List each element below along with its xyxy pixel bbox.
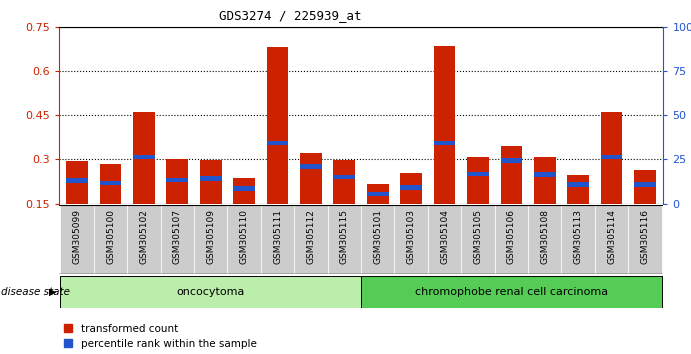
- Bar: [234, 187, 255, 191]
- Text: GSM305116: GSM305116: [641, 209, 650, 264]
- Bar: [60, 276, 361, 308]
- Bar: [462, 205, 495, 274]
- Text: GSM305115: GSM305115: [340, 209, 349, 264]
- Text: GSM305105: GSM305105: [473, 209, 482, 264]
- Bar: [300, 164, 322, 169]
- Bar: [434, 46, 455, 204]
- Bar: [428, 205, 462, 274]
- Bar: [434, 141, 455, 145]
- Bar: [261, 205, 294, 274]
- Bar: [200, 176, 222, 181]
- Bar: [334, 175, 355, 179]
- Bar: [500, 146, 522, 204]
- Bar: [167, 178, 188, 182]
- Text: oncocytoma: oncocytoma: [176, 287, 245, 297]
- Bar: [400, 173, 422, 204]
- Bar: [294, 205, 328, 274]
- Bar: [100, 181, 122, 185]
- Bar: [495, 205, 528, 274]
- Bar: [66, 161, 88, 204]
- Bar: [567, 175, 589, 204]
- Text: GSM305101: GSM305101: [373, 209, 382, 264]
- Bar: [267, 141, 288, 145]
- Text: GSM305107: GSM305107: [173, 209, 182, 264]
- Bar: [395, 205, 428, 274]
- Bar: [595, 205, 628, 274]
- Bar: [367, 192, 388, 196]
- Bar: [567, 182, 589, 187]
- Text: GSM305100: GSM305100: [106, 209, 115, 264]
- Bar: [234, 178, 255, 204]
- Bar: [94, 205, 127, 274]
- Bar: [467, 172, 489, 176]
- Bar: [227, 205, 261, 274]
- Text: GSM305103: GSM305103: [407, 209, 416, 264]
- Text: GSM305112: GSM305112: [306, 209, 315, 264]
- Bar: [600, 112, 623, 204]
- Bar: [467, 157, 489, 204]
- Text: GSM305099: GSM305099: [73, 209, 82, 264]
- Bar: [127, 205, 160, 274]
- Bar: [361, 276, 662, 308]
- Bar: [600, 155, 623, 159]
- Bar: [334, 160, 355, 204]
- Bar: [60, 205, 94, 274]
- Bar: [628, 205, 662, 274]
- Bar: [367, 184, 388, 204]
- Text: GSM305111: GSM305111: [273, 209, 282, 264]
- Bar: [534, 172, 556, 177]
- Text: GSM305114: GSM305114: [607, 209, 616, 264]
- Bar: [160, 205, 194, 274]
- Text: ▶: ▶: [49, 287, 57, 297]
- Text: GSM305113: GSM305113: [574, 209, 583, 264]
- Bar: [361, 205, 395, 274]
- Bar: [133, 112, 155, 204]
- Text: GDS3274 / 225939_at: GDS3274 / 225939_at: [219, 9, 361, 22]
- Text: GSM305106: GSM305106: [507, 209, 516, 264]
- Bar: [133, 155, 155, 159]
- Bar: [167, 159, 188, 204]
- Text: disease state: disease state: [1, 287, 70, 297]
- Bar: [100, 164, 122, 204]
- Text: GSM305104: GSM305104: [440, 209, 449, 264]
- Bar: [634, 170, 656, 204]
- Bar: [267, 47, 288, 204]
- Text: GSM305110: GSM305110: [240, 209, 249, 264]
- Bar: [300, 153, 322, 204]
- Text: GSM305109: GSM305109: [206, 209, 215, 264]
- Text: GSM305102: GSM305102: [140, 209, 149, 264]
- Bar: [500, 159, 522, 163]
- Bar: [200, 160, 222, 204]
- Bar: [534, 157, 556, 204]
- Legend: transformed count, percentile rank within the sample: transformed count, percentile rank withi…: [64, 324, 256, 349]
- Text: chromophobe renal cell carcinoma: chromophobe renal cell carcinoma: [415, 287, 608, 297]
- Bar: [328, 205, 361, 274]
- Bar: [562, 205, 595, 274]
- Bar: [66, 178, 88, 183]
- Bar: [528, 205, 562, 274]
- Bar: [634, 182, 656, 187]
- Bar: [194, 205, 227, 274]
- Text: GSM305108: GSM305108: [540, 209, 549, 264]
- Bar: [400, 185, 422, 190]
